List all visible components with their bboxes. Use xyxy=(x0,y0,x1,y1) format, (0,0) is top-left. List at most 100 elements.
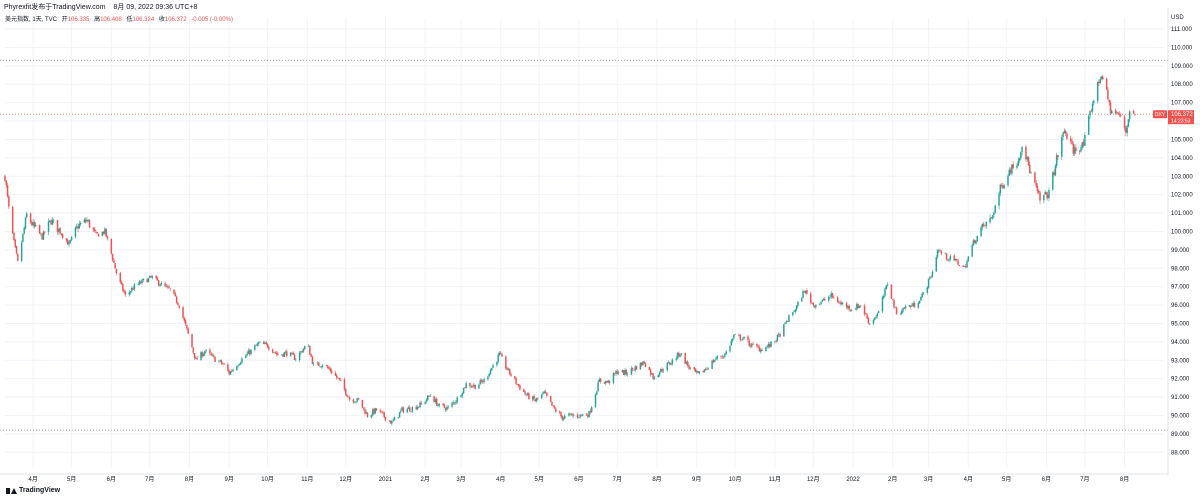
candle-body xyxy=(972,240,975,246)
candle xyxy=(606,380,608,383)
candle-body xyxy=(921,293,923,298)
x-tick-label: 12月 xyxy=(807,476,820,483)
candle-body xyxy=(824,298,826,301)
candle xyxy=(201,350,204,359)
candle-body xyxy=(872,319,875,324)
candle-body xyxy=(259,341,261,343)
candle-body xyxy=(123,290,125,293)
candle-body xyxy=(255,345,257,346)
candle-body xyxy=(998,193,1000,206)
candle-body xyxy=(543,391,546,393)
candle-body xyxy=(132,288,134,290)
candle xyxy=(223,362,225,366)
candle xyxy=(389,420,392,424)
candle-body xyxy=(411,407,414,412)
candle xyxy=(111,253,114,262)
candle-body xyxy=(325,365,328,367)
candle xyxy=(344,388,347,396)
candle xyxy=(580,414,583,417)
candle xyxy=(594,392,597,408)
candle-body xyxy=(630,368,633,375)
candle-body xyxy=(739,335,742,340)
candle-body xyxy=(1052,172,1054,190)
candle-body xyxy=(971,244,973,257)
candle-body xyxy=(61,234,64,238)
candle xyxy=(366,411,369,418)
candle xyxy=(105,228,107,237)
candle xyxy=(280,354,283,356)
candle-body xyxy=(567,414,570,416)
candle xyxy=(1048,187,1050,202)
candle xyxy=(209,347,211,356)
candle-body xyxy=(295,359,297,361)
candle-body xyxy=(599,378,602,382)
candle-body xyxy=(948,259,950,261)
candle-body xyxy=(264,342,266,344)
candle xyxy=(453,402,456,406)
candle xyxy=(621,369,624,374)
candle xyxy=(576,412,579,420)
candle-body xyxy=(138,281,141,285)
candle-body xyxy=(1020,152,1022,159)
candle xyxy=(129,290,132,295)
candle-body xyxy=(1030,172,1032,174)
candle xyxy=(14,238,16,249)
countdown-label: 14:23:53 xyxy=(1171,119,1191,125)
candle-body xyxy=(483,379,485,383)
candle xyxy=(11,205,14,235)
candle-body xyxy=(967,256,970,261)
candle xyxy=(1111,109,1113,114)
candle xyxy=(833,295,835,300)
candle xyxy=(544,389,547,394)
candle-body xyxy=(344,388,347,395)
candle-body xyxy=(840,302,843,304)
candle xyxy=(274,351,277,355)
candle-body xyxy=(330,370,333,373)
candle xyxy=(1119,112,1122,118)
candle xyxy=(169,288,171,292)
candle-body xyxy=(443,404,446,408)
candle-body xyxy=(241,358,243,363)
candle-body xyxy=(79,222,82,225)
candle xyxy=(667,360,670,364)
candle xyxy=(1052,171,1054,192)
candle xyxy=(508,368,511,376)
candle xyxy=(553,405,556,410)
candle-body xyxy=(280,354,283,356)
candle xyxy=(200,350,202,361)
candle xyxy=(95,229,97,234)
candle-body xyxy=(743,336,745,339)
candle xyxy=(4,174,6,182)
candle-body xyxy=(571,414,574,416)
candle xyxy=(1134,113,1136,117)
candle-body xyxy=(319,366,321,368)
candle xyxy=(724,352,726,359)
candle xyxy=(926,286,929,295)
candle-body xyxy=(147,277,150,283)
candle xyxy=(156,276,159,281)
candle-body xyxy=(845,303,848,308)
candle-body xyxy=(766,346,768,348)
candle xyxy=(370,414,373,419)
candle xyxy=(302,347,305,353)
candle xyxy=(256,342,259,348)
y-tick-label: 89.000 xyxy=(1171,432,1190,438)
candle-body xyxy=(328,367,330,369)
candle-body xyxy=(770,341,772,347)
candle-body xyxy=(499,352,502,355)
candle xyxy=(767,341,770,349)
candle xyxy=(411,406,414,413)
candle-body xyxy=(526,393,529,396)
candle-body xyxy=(191,334,193,348)
candle-body xyxy=(882,295,885,298)
candle xyxy=(248,348,251,357)
candle-body xyxy=(651,373,653,375)
candle-body xyxy=(523,389,525,392)
candle xyxy=(573,412,575,418)
candle-body xyxy=(380,411,383,413)
candle xyxy=(416,405,419,410)
candle xyxy=(921,291,923,298)
candle xyxy=(949,254,952,262)
